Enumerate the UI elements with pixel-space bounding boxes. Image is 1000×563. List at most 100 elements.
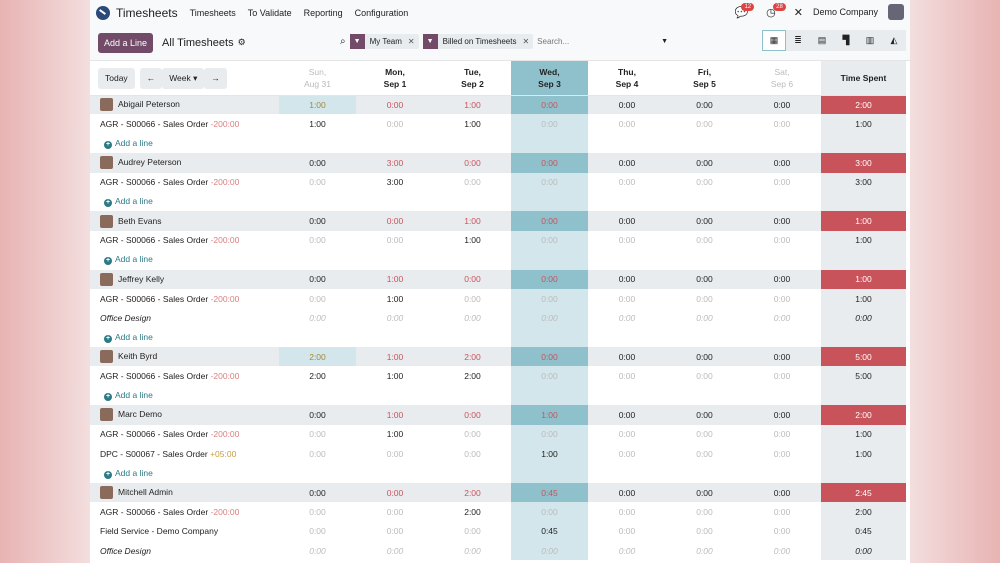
kanban-icon[interactable]: ▜ <box>834 30 858 51</box>
hour-cell[interactable]: 0:00 <box>309 177 326 188</box>
add-a-line-link[interactable]: + Add a line <box>104 196 153 208</box>
hour-cell[interactable]: 0:00 <box>618 235 636 246</box>
hour-cell[interactable]: 0:00 <box>386 119 404 130</box>
add-a-line-link[interactable]: + Add a line <box>104 390 153 402</box>
hour-cell[interactable]: 0:00 <box>511 540 588 561</box>
timesheets-logo-icon[interactable] <box>96 5 110 20</box>
list-icon[interactable]: ≣ <box>786 30 810 51</box>
tools-icon[interactable]: ✕ <box>793 6 803 19</box>
hour-cell[interactable]: 0:00 <box>386 312 404 323</box>
menu-timesheets[interactable]: Timesheets <box>189 7 236 18</box>
hour-cell[interactable]: 2:00 <box>464 371 481 382</box>
hour-cell[interactable]: 0:00 <box>773 177 791 188</box>
hour-cell[interactable]: 0:00 <box>773 545 791 556</box>
hour-cell[interactable]: 0:00 <box>618 293 636 304</box>
hour-cell[interactable]: 0:00 <box>618 429 636 440</box>
hour-cell[interactable]: 0:00 <box>696 526 713 537</box>
hour-cell[interactable]: 0:00 <box>618 371 636 382</box>
hour-cell[interactable]: 1:00 <box>511 444 588 464</box>
hour-cell[interactable]: 0:00 <box>386 545 404 556</box>
hour-cell[interactable]: 0:00 <box>696 177 713 188</box>
add-a-line-link[interactable]: + Add a line <box>104 254 153 266</box>
hour-cell[interactable]: 0:00 <box>386 526 404 537</box>
hour-cell[interactable]: 0:00 <box>511 366 588 386</box>
calendar-icon[interactable]: ▤ <box>810 30 834 51</box>
gear-icon[interactable]: ⚙ <box>237 37 246 47</box>
add-a-line-link[interactable]: + Add a line <box>104 332 153 343</box>
company-switcher[interactable]: Demo Company <box>812 7 878 17</box>
hour-cell[interactable]: 0:00 <box>773 235 791 246</box>
hour-cell[interactable]: 0:00 <box>511 424 588 445</box>
grid-icon[interactable]: ▦ <box>762 30 786 51</box>
menu-reporting[interactable]: Reporting <box>303 7 343 18</box>
hour-cell[interactable]: 0:00 <box>773 371 791 382</box>
hour-cell[interactable]: 0:00 <box>464 177 481 188</box>
hour-cell[interactable]: 0:00 <box>309 506 326 517</box>
hour-cell[interactable]: 0:00 <box>773 526 791 537</box>
hour-cell[interactable]: 0:00 <box>696 293 713 304</box>
hour-cell[interactable]: 0:00 <box>464 312 481 323</box>
hour-cell[interactable]: 0:00 <box>511 114 588 134</box>
hour-cell[interactable]: 0:00 <box>511 308 588 328</box>
hour-cell[interactable]: 1:00 <box>386 371 404 382</box>
remove-facet-icon[interactable]: ✕ <box>407 36 415 46</box>
hour-cell[interactable]: 0:00 <box>511 288 588 309</box>
next-button[interactable]: → <box>204 68 227 89</box>
hour-cell[interactable]: 1:00 <box>464 119 481 130</box>
hour-cell[interactable]: 0:00 <box>618 526 636 537</box>
hour-cell[interactable]: 0:00 <box>696 371 713 382</box>
search-icon[interactable]: ⌕ <box>340 35 346 47</box>
hour-cell[interactable]: 0:00 <box>464 293 481 304</box>
hour-cell[interactable]: 1:00 <box>386 429 404 440</box>
hour-cell[interactable]: 0:00 <box>386 235 404 246</box>
hour-cell[interactable]: 0:00 <box>309 526 326 537</box>
hour-cell[interactable]: 0:00 <box>773 429 791 440</box>
hour-cell[interactable]: 0:00 <box>511 502 588 522</box>
hour-cell[interactable]: 2:00 <box>464 506 481 517</box>
hour-cell[interactable]: 0:00 <box>773 293 791 304</box>
hour-cell[interactable]: 0:00 <box>309 448 326 459</box>
hour-cell[interactable]: 0:00 <box>618 448 636 459</box>
previous-button[interactable]: ← <box>139 68 163 89</box>
user-avatar[interactable] <box>888 4 904 20</box>
hour-cell[interactable]: 0:00 <box>696 429 713 440</box>
hour-cell[interactable]: 0:00 <box>618 177 636 188</box>
add-a-line-link[interactable]: + Add a line <box>104 138 153 149</box>
hour-cell[interactable]: 0:00 <box>386 506 404 517</box>
hour-cell[interactable]: 0:00 <box>309 235 326 246</box>
hour-cell[interactable]: 1:00 <box>309 119 326 130</box>
hour-cell[interactable]: 0:00 <box>511 230 588 251</box>
hour-cell[interactable]: 0:00 <box>309 545 326 556</box>
hour-cell[interactable]: 3:00 <box>386 177 404 188</box>
hour-cell[interactable]: 0:00 <box>464 526 481 537</box>
hour-cell[interactable]: 0:00 <box>464 545 481 556</box>
hour-cell[interactable]: 0:00 <box>696 506 713 517</box>
menu-configuration[interactable]: Configuration <box>354 7 409 18</box>
add-a-line-button[interactable]: Add a Line <box>98 32 154 53</box>
activities-button[interactable]: ◷ 28 <box>766 2 786 19</box>
hour-cell[interactable]: 0:00 <box>618 545 636 556</box>
hour-cell[interactable]: 1:00 <box>464 235 481 246</box>
hour-cell[interactable]: 0:00 <box>309 429 326 440</box>
hour-cell[interactable]: 0:00 <box>464 429 481 440</box>
hour-cell[interactable]: 0:00 <box>309 293 326 304</box>
hour-cell[interactable]: 0:00 <box>309 312 326 323</box>
hour-cell[interactable]: 0:00 <box>773 312 791 323</box>
remove-facet-icon[interactable]: ✕ <box>522 36 530 46</box>
messages-button[interactable]: 💬 12 <box>734 2 755 19</box>
range-dropdown[interactable]: Week ▾ <box>162 68 205 89</box>
hour-cell[interactable]: 0:00 <box>773 119 791 130</box>
hour-cell[interactable]: 0:00 <box>696 448 713 459</box>
search-options-toggle-icon[interactable]: ▼ <box>661 37 668 45</box>
today-button[interactable]: Today <box>98 68 135 89</box>
hour-cell[interactable]: 0:00 <box>696 545 713 556</box>
hour-cell[interactable]: 0:45 <box>511 521 588 541</box>
hour-cell[interactable]: 0:00 <box>618 312 636 323</box>
hour-cell[interactable]: 0:00 <box>464 448 481 459</box>
hour-cell[interactable]: 2:00 <box>309 371 326 382</box>
hour-cell[interactable]: 0:00 <box>511 172 588 192</box>
hour-cell[interactable]: 0:00 <box>618 506 636 517</box>
hour-cell[interactable]: 0:00 <box>696 119 713 130</box>
hour-cell[interactable]: 0:00 <box>618 119 636 130</box>
search-input[interactable] <box>537 36 638 46</box>
